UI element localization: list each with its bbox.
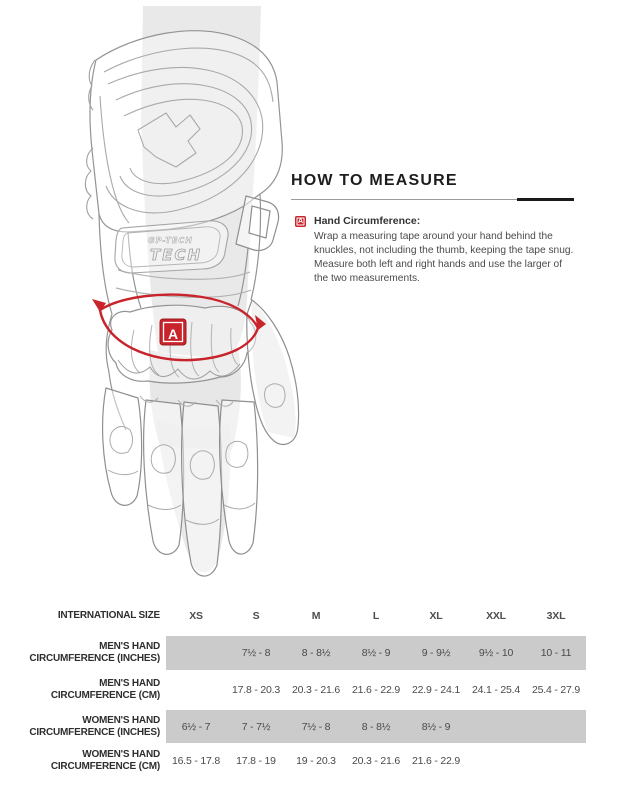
row-cells: XS S M L XL XXL 3XL: [166, 604, 586, 628]
row-cells: 6½ - 7 7 - 7½ 7½ - 8 8 - 8½ 8½ - 9: [166, 710, 586, 743]
measuring-tape: [98, 293, 260, 362]
table-cell: 8½ - 9: [421, 720, 451, 733]
glove-illustration: GP-TECH TECH: [0, 0, 322, 612]
table-cell: 8 - 8½: [301, 647, 331, 659]
table-cell: 3XL: [546, 610, 566, 622]
table-cell: 10 - 11: [540, 647, 572, 659]
table-cell: 20.3 - 21.6: [291, 684, 340, 696]
cuff-accordion-edge: [84, 59, 96, 220]
title-rule-thick: [517, 198, 574, 201]
row-label: WOMEN'S HAND CIRCUMFERENCE (INCHES): [29, 714, 160, 738]
instruction-title: Hand Circumference:: [314, 215, 421, 227]
table-row-0: MEN'S HAND CIRCUMFERENCE (INCHES) 7½ - 8 8…: [28, 636, 588, 670]
size-table: INTERNATIONAL SIZE XS S M L XL XXL 3XL MEN'S HAN…: [28, 604, 588, 779]
measure-marker-a-badge: A: [159, 318, 187, 346]
row-label: MEN'S HAND CIRCUMFERENCE (CM): [50, 678, 160, 701]
how-to-measure-section: HOW TO MEASURE A Hand Circumference: Wra…: [291, 172, 583, 286]
table-cell: 21.6 - 22.9: [351, 684, 400, 696]
table-cell: 17.8 - 19: [236, 755, 276, 767]
hand-circumference-marker-icon: A: [295, 216, 306, 227]
row-cells: 17.8 - 20.3 20.3 - 21.6 21.6 - 22.9 22.9 - …: [166, 670, 586, 710]
table-cell: 19 - 20.3: [296, 755, 336, 767]
table-row-header: INTERNATIONAL SIZE XS S M L XL XXL 3XL: [28, 604, 588, 628]
instruction-body: Wrap a measuring tape around your hand b…: [314, 231, 574, 284]
table-cell: 9 - 9½: [421, 647, 451, 659]
hand-circumference-instruction: A Hand Circumference: Wrap a measuring t…: [291, 215, 583, 286]
table-cell: 25.4 - 27.9: [531, 684, 580, 696]
table-cell: 7 - 7½: [241, 720, 271, 733]
finger-details: [107, 383, 286, 525]
table-cell: 21.6 - 22.9: [411, 755, 460, 767]
table-cell: XS: [189, 610, 203, 622]
table-cell: 24.1 - 25.4: [471, 684, 520, 696]
table-cell: 22.9 - 24.1: [411, 684, 460, 696]
table-cell: XXL: [486, 610, 506, 622]
table-row-1: MEN'S HAND CIRCUMFERENCE (CM) 17.8 - 20.3…: [28, 670, 588, 710]
table-cell: 8 - 8½: [361, 720, 391, 733]
table-cell: 7½ - 8: [241, 647, 271, 659]
measuring-tape-arrows: [92, 299, 266, 330]
glove-cuff-graphics: [99, 47, 274, 224]
row-cells: 16.5 - 17.8 17.8 - 19 19 - 20.3 20.3 - 21.6…: [166, 743, 586, 779]
row-label: MEN'S HAND CIRCUMFERENCE (INCHES): [29, 641, 160, 664]
tech-logo-plate: GP-TECH TECH: [114, 220, 229, 274]
table-cell: 8½ - 9: [361, 647, 391, 659]
glove-fingers: [101, 299, 300, 577]
table-cell: S: [252, 610, 260, 622]
table-cell: L: [372, 610, 380, 622]
wrist-strap: [235, 195, 280, 252]
table-cell: 7½ - 8: [301, 720, 331, 733]
section-title: HOW TO MEASURE: [291, 172, 458, 189]
table-cell: 16.5 - 17.8: [171, 755, 220, 767]
table-row-3: WOMEN'S HAND CIRCUMFERENCE (CM) 16.5 - 17…: [28, 743, 588, 779]
glove-logo-large-text: TECH: [150, 246, 202, 264]
row-label: INTERNATIONAL SIZE: [57, 610, 160, 621]
table-cell: XL: [429, 610, 443, 622]
glove-diagram-svg: GP-TECH TECH: [84, 6, 300, 577]
title-rule-thin: [291, 199, 574, 200]
table-cell: 17.8 - 20.3: [231, 684, 280, 696]
row-label: WOMEN'S HAND CIRCUMFERENCE (CM): [50, 749, 160, 772]
table-cell: M: [311, 610, 321, 622]
table-cell: 20.3 - 21.6: [351, 755, 400, 767]
row-cells: 7½ - 8 8 - 8½ 8½ - 9 9 - 9½ 9½ - 10 10 - 11: [166, 636, 586, 670]
title-rule: [291, 198, 574, 201]
table-cell: 9½ - 10: [478, 647, 514, 659]
table-cell: 6½ - 7: [181, 720, 211, 733]
glove-logo-small-text: GP-TECH: [148, 236, 193, 245]
marker-a-letter: A: [168, 326, 178, 342]
table-row-2: WOMEN'S HAND CIRCUMFERENCE (INCHES) 6½ - …: [28, 710, 588, 743]
